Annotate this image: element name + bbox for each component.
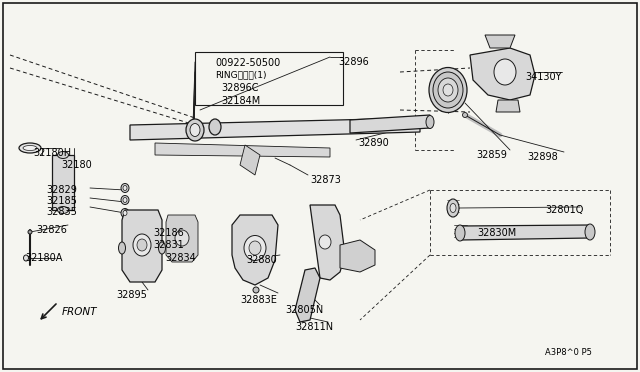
Polygon shape [122,210,162,282]
Polygon shape [496,100,520,112]
Ellipse shape [429,67,467,112]
Text: 00922-50500: 00922-50500 [215,58,280,68]
Ellipse shape [159,242,166,254]
Ellipse shape [118,242,125,254]
Polygon shape [166,215,198,262]
Text: 32898: 32898 [527,152,557,162]
Polygon shape [460,225,590,240]
Ellipse shape [249,241,261,255]
Text: 32835: 32835 [46,207,77,217]
Ellipse shape [137,239,147,251]
Ellipse shape [23,145,37,151]
Text: 32185: 32185 [46,196,77,206]
Ellipse shape [209,119,221,135]
Text: 32805N: 32805N [285,305,323,315]
Polygon shape [310,205,345,280]
Ellipse shape [455,225,465,241]
Text: 32180: 32180 [61,160,92,170]
Ellipse shape [24,255,29,261]
Ellipse shape [186,119,204,141]
Polygon shape [52,155,74,210]
Text: 32834: 32834 [165,253,196,263]
Polygon shape [155,143,330,157]
Ellipse shape [585,224,595,240]
Ellipse shape [28,230,32,234]
Text: 32830M: 32830M [477,228,516,238]
Ellipse shape [58,151,68,158]
Text: 32186: 32186 [153,228,184,238]
Text: 32890: 32890 [358,138,388,148]
Ellipse shape [463,112,467,118]
Ellipse shape [450,203,456,212]
Ellipse shape [121,208,129,218]
Text: FRONT: FRONT [62,307,97,317]
Text: 32184M: 32184M [221,96,260,106]
Polygon shape [232,215,278,285]
Polygon shape [350,115,430,133]
Ellipse shape [123,211,127,215]
Text: RINGリング(1): RINGリング(1) [215,70,266,79]
Ellipse shape [433,72,463,108]
Ellipse shape [253,287,259,293]
Ellipse shape [494,59,516,85]
Ellipse shape [426,115,434,128]
Ellipse shape [121,183,129,192]
Ellipse shape [58,206,68,214]
Ellipse shape [121,196,129,205]
Text: A3P8^0 P5: A3P8^0 P5 [545,348,592,357]
Ellipse shape [447,199,459,217]
Text: 32896C: 32896C [221,83,259,93]
Text: 32829: 32829 [46,185,77,195]
Text: 32801Q: 32801Q [545,205,584,215]
Text: 32180A: 32180A [25,253,62,263]
Text: 32873: 32873 [310,175,341,185]
Ellipse shape [319,235,331,249]
Text: 32880: 32880 [246,255,276,265]
Ellipse shape [123,198,127,202]
Text: 32831: 32831 [153,240,184,250]
Text: 32811N: 32811N [295,322,333,332]
Polygon shape [485,35,515,48]
Polygon shape [295,268,320,322]
Text: 32180H: 32180H [33,148,71,158]
Ellipse shape [133,234,151,256]
Bar [195,52,343,105]
Text: 32883E: 32883E [240,295,277,305]
Ellipse shape [19,143,41,153]
Ellipse shape [244,235,266,260]
Ellipse shape [443,84,453,96]
Ellipse shape [438,78,458,102]
Text: 32826: 32826 [36,225,67,235]
Text: 34130Y: 34130Y [525,72,561,82]
Text: 32895: 32895 [116,290,147,300]
Ellipse shape [123,186,127,190]
Ellipse shape [190,124,200,137]
Text: 32859: 32859 [476,150,507,160]
Polygon shape [470,48,535,100]
Polygon shape [130,118,420,140]
Ellipse shape [175,230,189,246]
Polygon shape [240,145,260,175]
Polygon shape [340,240,375,272]
Text: 32896: 32896 [338,57,369,67]
